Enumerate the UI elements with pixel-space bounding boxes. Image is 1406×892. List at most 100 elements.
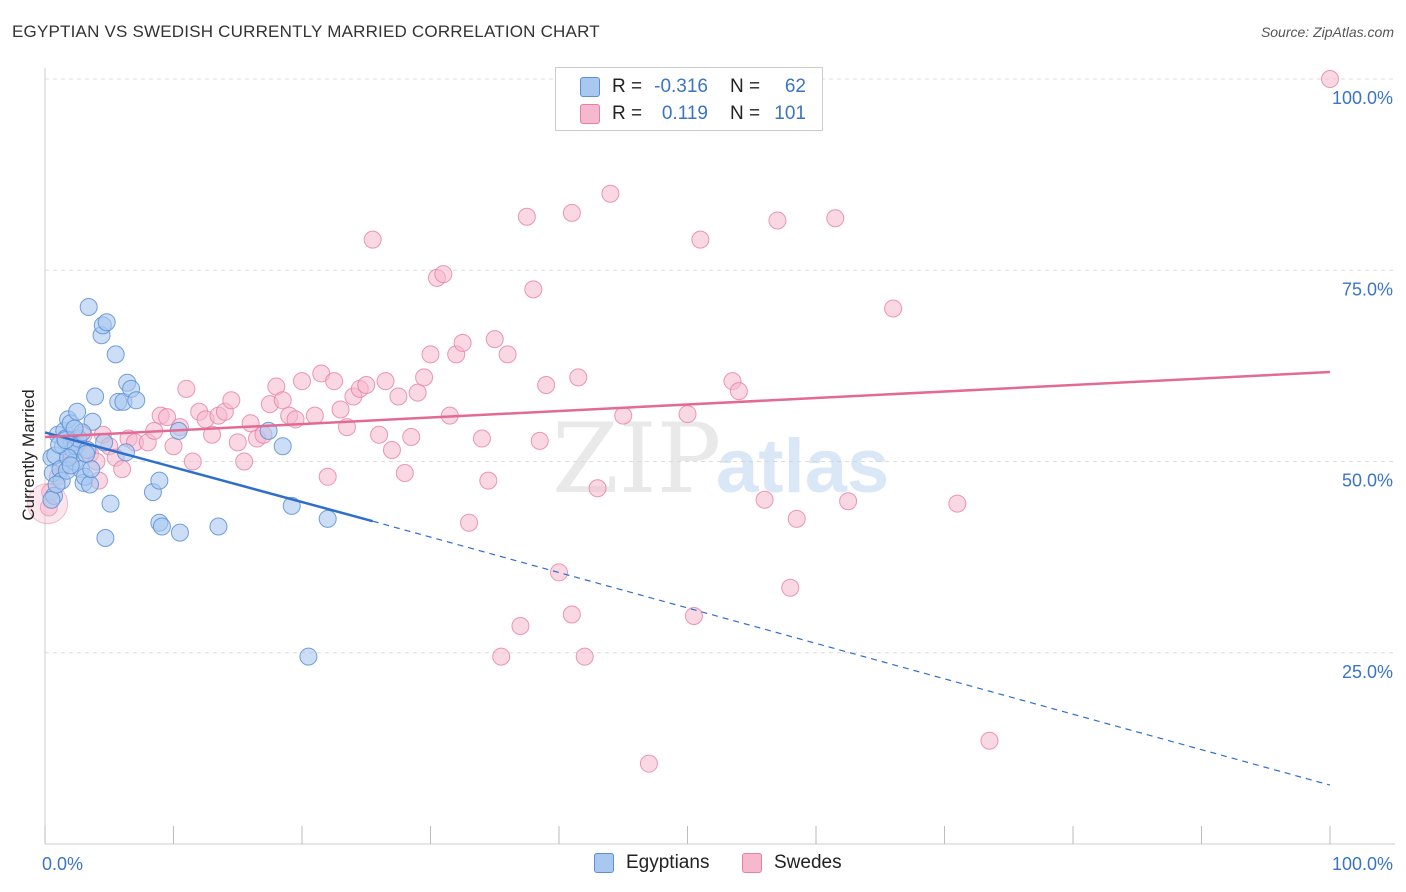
egyptians-point [65, 419, 84, 438]
swedes-point [562, 203, 581, 222]
swedes-point [498, 345, 517, 364]
swedes-point [363, 230, 382, 249]
swedes-point [485, 330, 504, 349]
x-tick-label: 100.0% [1332, 854, 1393, 874]
swedes-trend-line [44, 370, 1331, 439]
swedes-legend-label: Swedes [774, 852, 842, 873]
swedes-r-value: 0.119 [661, 103, 708, 124]
swedes-point [460, 513, 479, 532]
swedes-point [948, 494, 967, 513]
swedes-point [235, 452, 254, 471]
egyptians-point [299, 647, 318, 666]
source-label: Source: ZipAtlas.com [1260, 24, 1394, 40]
egyptians-trend-line [44, 431, 374, 523]
legend-row-egyptians: R = -0.316 N = 62 [580, 74, 806, 100]
swedes-point [203, 425, 222, 444]
swedes-point [370, 425, 389, 444]
y-tick-label: 25.0% [1342, 662, 1393, 682]
swedes-point [787, 509, 806, 528]
egyptians-r-label: R = [612, 76, 643, 97]
swedes-point [639, 754, 658, 773]
swedes-point [402, 428, 421, 447]
swedes-point [415, 368, 434, 387]
legend-item-egyptians[interactable]: Egyptians [594, 852, 709, 874]
egyptians-point [86, 387, 105, 406]
egyptians-n-label: N = [730, 76, 761, 97]
egyptians-n-value: 62 [784, 76, 806, 97]
egyptians-point [106, 345, 125, 364]
egyptians-legend-label: Egyptians [626, 852, 710, 873]
legend-row-swedes: R = 0.119 N = 101 [580, 101, 806, 127]
egyptians-point [150, 471, 169, 490]
swedes-point [575, 647, 594, 666]
egyptians-point [318, 509, 337, 528]
swedes-point [305, 406, 324, 425]
egyptians-points [42, 297, 337, 666]
swedes-n-value: 101 [774, 103, 806, 124]
egyptians-point [80, 475, 99, 494]
swedes-point [1321, 70, 1339, 88]
swedes-legend-swatch [742, 853, 762, 873]
egyptians-point [82, 460, 101, 479]
egyptians-trend-extension [372, 520, 1331, 786]
swedes-point [562, 605, 581, 624]
swedes-point [472, 429, 491, 448]
egyptians-point [68, 402, 87, 421]
egyptians-point [79, 297, 98, 316]
swedes-point [569, 368, 588, 387]
swedes-point [980, 731, 999, 750]
swedes-point [601, 184, 620, 203]
swedes-point [614, 406, 633, 425]
y-tick-label: 100.0% [1332, 88, 1393, 108]
swedes-point [164, 437, 183, 456]
swedes-point [678, 405, 697, 424]
swedes-r-label: R = [612, 103, 643, 124]
swedes-point [183, 452, 202, 471]
swedes-point [382, 441, 401, 460]
swedes-point [222, 391, 241, 410]
swedes-point [408, 383, 427, 402]
swedes-point [395, 463, 414, 482]
egyptians-point [42, 490, 61, 509]
swedes-point [273, 391, 292, 410]
swedes-point [376, 372, 395, 391]
swedes-point [511, 616, 530, 635]
egyptians-point [96, 529, 115, 547]
series-legend: Egyptians Swedes [0, 852, 1406, 878]
stats-legend: R = -0.316 N = 62 R = 0.119 N = 101 [555, 67, 823, 131]
swedes-point [588, 479, 607, 498]
y-tick-label: 50.0% [1342, 471, 1393, 491]
y-axis-label: Currently Married [19, 389, 38, 520]
swedes-point [158, 408, 177, 427]
swedes-point [331, 400, 350, 419]
swedes-point [768, 211, 787, 230]
swedes-point [293, 372, 311, 391]
swedes-point [826, 209, 845, 228]
chart-title: EGYPTIAN VS SWEDISH CURRENTLY MARRIED CO… [12, 22, 600, 41]
tick-labels: 25.0% 50.0% 75.0% 100.0% 0.0% 100.0% [42, 88, 1393, 874]
grid-lines [45, 78, 1395, 654]
egyptians-legend-swatch [594, 853, 614, 873]
swedes-point [684, 607, 703, 626]
swedes-point [530, 431, 549, 450]
swedes-n-label: N = [730, 103, 761, 124]
egyptians-swatch [580, 77, 600, 97]
swedes-swatch [580, 104, 600, 124]
watermark-zip: ZIP [552, 403, 721, 515]
swedes-point [550, 563, 568, 582]
egyptians-point [127, 391, 146, 410]
swedes-point [177, 379, 196, 398]
legend-item-swedes[interactable]: Swedes [742, 852, 842, 874]
egyptians-point [47, 475, 66, 494]
watermark: ZIP atlas [552, 403, 889, 515]
swedes-points [27, 70, 1339, 773]
swedes-point [325, 372, 344, 391]
swedes-point [729, 382, 748, 401]
swedes-point [524, 280, 543, 299]
swedes-point [781, 578, 800, 597]
swedes-point [228, 433, 247, 452]
egyptians-point [101, 494, 120, 513]
swedes-point [479, 471, 498, 490]
egyptians-point [209, 517, 228, 536]
